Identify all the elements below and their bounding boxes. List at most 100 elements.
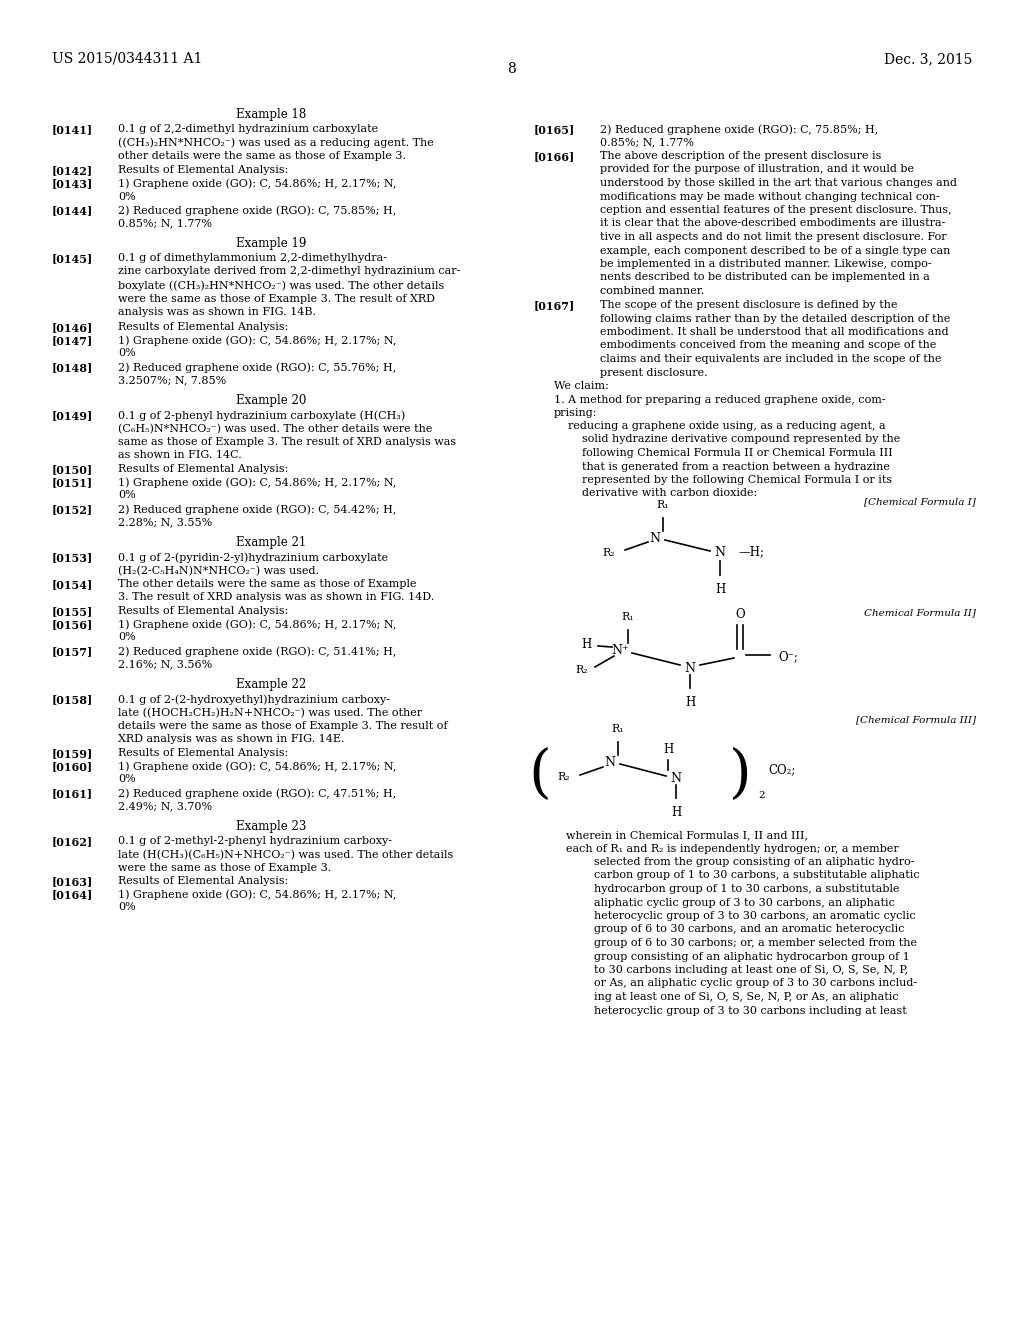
Text: 2) Reduced graphene oxide (RGO): C, 51.41%; H,: 2) Reduced graphene oxide (RGO): C, 51.4… <box>118 645 396 656</box>
Text: were the same as those of Example 3. The result of XRD: were the same as those of Example 3. The… <box>118 293 435 304</box>
Text: 8: 8 <box>508 62 516 77</box>
Text: Example 23: Example 23 <box>236 820 306 833</box>
Text: [0161]: [0161] <box>52 788 93 799</box>
Text: 1. A method for preparing a reduced graphene oxide, com-: 1. A method for preparing a reduced grap… <box>554 395 886 405</box>
Text: The other details were the same as those of Example: The other details were the same as those… <box>118 579 417 589</box>
Text: 0%: 0% <box>118 775 136 784</box>
Text: [0143]: [0143] <box>52 178 93 189</box>
Text: late ((HOCH₂CH₂)H₂N+NHCO₂⁻) was used. The other: late ((HOCH₂CH₂)H₂N+NHCO₂⁻) was used. Th… <box>118 708 422 718</box>
Text: Example 18: Example 18 <box>236 108 306 121</box>
Text: 1) Graphene oxide (GO): C, 54.86%; H, 2.17%; N,: 1) Graphene oxide (GO): C, 54.86%; H, 2.… <box>118 178 396 189</box>
Text: [0144]: [0144] <box>52 205 93 216</box>
Text: N⁺: N⁺ <box>611 644 629 656</box>
Text: heterocyclic group of 3 to 30 carbons including at least: heterocyclic group of 3 to 30 carbons in… <box>594 1006 906 1015</box>
Text: [0166]: [0166] <box>534 150 575 162</box>
Text: The scope of the present disclosure is defined by the: The scope of the present disclosure is d… <box>600 300 897 310</box>
Text: 1) Graphene oxide (GO): C, 54.86%; H, 2.17%; N,: 1) Graphene oxide (GO): C, 54.86%; H, 2.… <box>118 762 396 772</box>
Text: [0167]: [0167] <box>534 300 575 312</box>
Text: 1) Graphene oxide (GO): C, 54.86%; H, 2.17%; N,: 1) Graphene oxide (GO): C, 54.86%; H, 2.… <box>118 335 396 346</box>
Text: Results of Elemental Analysis:: Results of Elemental Analysis: <box>118 465 289 474</box>
Text: Results of Elemental Analysis:: Results of Elemental Analysis: <box>118 748 289 758</box>
Text: following Chemical Formula II or Chemical Formula III: following Chemical Formula II or Chemica… <box>568 447 893 458</box>
Text: other details were the same as those of Example 3.: other details were the same as those of … <box>118 150 406 161</box>
Text: embodiments conceived from the meaning and scope of the: embodiments conceived from the meaning a… <box>600 341 936 351</box>
Text: R₂: R₂ <box>557 772 570 781</box>
Text: analysis was as shown in FIG. 14B.: analysis was as shown in FIG. 14B. <box>118 308 316 317</box>
Text: US 2015/0344311 A1: US 2015/0344311 A1 <box>52 51 203 66</box>
Text: [0153]: [0153] <box>52 552 93 564</box>
Text: H: H <box>663 743 673 756</box>
Text: 2) Reduced graphene oxide (RGO): C, 75.85%; H,: 2) Reduced graphene oxide (RGO): C, 75.8… <box>600 124 879 135</box>
Text: boxylate ((CH₃)₂HN*NHCO₂⁻) was used. The other details: boxylate ((CH₃)₂HN*NHCO₂⁻) was used. The… <box>118 280 444 290</box>
Text: Chemical Formula II]: Chemical Formula II] <box>864 609 976 616</box>
Text: heterocyclic group of 3 to 30 carbons, an aromatic cyclic: heterocyclic group of 3 to 30 carbons, a… <box>594 911 915 921</box>
Text: be implemented in a distributed manner. Likewise, compo-: be implemented in a distributed manner. … <box>600 259 932 269</box>
Text: ception and essential features of the present disclosure. Thus,: ception and essential features of the pr… <box>600 205 951 215</box>
Text: prising:: prising: <box>554 408 597 418</box>
Text: 0.1 g of 2-phenyl hydrazinium carboxylate (H(CH₃): 0.1 g of 2-phenyl hydrazinium carboxylat… <box>118 411 406 421</box>
Text: 0.1 g of 2-methyl-2-phenyl hydrazinium carboxy-: 0.1 g of 2-methyl-2-phenyl hydrazinium c… <box>118 836 392 846</box>
Text: 2) Reduced graphene oxide (RGO): C, 55.76%; H,: 2) Reduced graphene oxide (RGO): C, 55.7… <box>118 362 396 372</box>
Text: to 30 carbons including at least one of Si, O, S, Se, N, P,: to 30 carbons including at least one of … <box>594 965 908 975</box>
Text: 2.28%; N, 3.55%: 2.28%; N, 3.55% <box>118 517 212 528</box>
Text: N: N <box>649 532 660 544</box>
Text: example, each component described to be of a single type can: example, each component described to be … <box>600 246 950 256</box>
Text: N: N <box>715 546 725 560</box>
Text: [0163]: [0163] <box>52 876 93 887</box>
Text: 0.85%; N, 1.77%: 0.85%; N, 1.77% <box>118 219 212 228</box>
Text: ): ) <box>729 747 752 803</box>
Text: 0%: 0% <box>118 903 136 912</box>
Text: XRD analysis was as shown in FIG. 14E.: XRD analysis was as shown in FIG. 14E. <box>118 734 344 744</box>
Text: 2.16%; N, 3.56%: 2.16%; N, 3.56% <box>118 660 212 669</box>
Text: embodiment. It shall be understood that all modifications and: embodiment. It shall be understood that … <box>600 327 948 337</box>
Text: [0145]: [0145] <box>52 253 93 264</box>
Text: tive in all aspects and do not limit the present disclosure. For: tive in all aspects and do not limit the… <box>600 232 946 242</box>
Text: Results of Elemental Analysis:: Results of Elemental Analysis: <box>118 606 289 616</box>
Text: [0147]: [0147] <box>52 335 93 346</box>
Text: zine carboxylate derived from 2,2-dimethyl hydrazinium car-: zine carboxylate derived from 2,2-dimeth… <box>118 267 461 276</box>
Text: 0.85%; N, 1.77%: 0.85%; N, 1.77% <box>600 137 694 148</box>
Text: [0141]: [0141] <box>52 124 93 135</box>
Text: O⁻;: O⁻; <box>778 651 798 664</box>
Text: derivative with carbon dioxide:: derivative with carbon dioxide: <box>568 488 758 499</box>
Text: Example 19: Example 19 <box>236 238 306 249</box>
Text: H: H <box>685 696 695 709</box>
Text: [Chemical Formula III]: [Chemical Formula III] <box>856 715 976 723</box>
Text: group of 6 to 30 carbons, and an aromatic heterocyclic: group of 6 to 30 carbons, and an aromati… <box>594 924 904 935</box>
Text: [0150]: [0150] <box>52 465 93 475</box>
Text: understood by those skilled in the art that various changes and: understood by those skilled in the art t… <box>600 178 957 187</box>
Text: Example 22: Example 22 <box>236 678 306 690</box>
Text: [0149]: [0149] <box>52 411 93 421</box>
Text: H: H <box>715 583 725 597</box>
Text: —H;: —H; <box>738 545 764 558</box>
Text: 2.49%; N, 3.70%: 2.49%; N, 3.70% <box>118 801 212 812</box>
Text: N: N <box>604 755 615 768</box>
Text: wherein in Chemical Formulas I, II and III,: wherein in Chemical Formulas I, II and I… <box>566 830 808 840</box>
Text: 2: 2 <box>758 791 765 800</box>
Text: [0158]: [0158] <box>52 694 93 705</box>
Text: were the same as those of Example 3.: were the same as those of Example 3. <box>118 863 331 873</box>
Text: 3. The result of XRD analysis was as shown in FIG. 14D.: 3. The result of XRD analysis was as sho… <box>118 593 434 602</box>
Text: O: O <box>735 609 744 620</box>
Text: 0%: 0% <box>118 491 136 500</box>
Text: [0159]: [0159] <box>52 748 93 759</box>
Text: [0162]: [0162] <box>52 836 93 847</box>
Text: (C₆H₅)N*NHCO₂⁻) was used. The other details were the: (C₆H₅)N*NHCO₂⁻) was used. The other deta… <box>118 424 432 434</box>
Text: Results of Elemental Analysis:: Results of Elemental Analysis: <box>118 322 289 333</box>
Text: N: N <box>671 771 682 784</box>
Text: 2) Reduced graphene oxide (RGO): C, 75.85%; H,: 2) Reduced graphene oxide (RGO): C, 75.8… <box>118 205 396 215</box>
Text: [0151]: [0151] <box>52 477 93 488</box>
Text: R₁: R₁ <box>611 723 625 734</box>
Text: R₁: R₁ <box>656 500 670 510</box>
Text: [Chemical Formula I]: [Chemical Formula I] <box>864 498 976 506</box>
Text: 0.1 g of 2-(pyridin-2-yl)hydrazinium carboxylate: 0.1 g of 2-(pyridin-2-yl)hydrazinium car… <box>118 552 388 562</box>
Text: Dec. 3, 2015: Dec. 3, 2015 <box>884 51 972 66</box>
Text: R₂: R₂ <box>602 548 615 558</box>
Text: 1) Graphene oxide (GO): C, 54.86%; H, 2.17%; N,: 1) Graphene oxide (GO): C, 54.86%; H, 2.… <box>118 888 396 899</box>
Text: [0164]: [0164] <box>52 888 93 900</box>
Text: combined manner.: combined manner. <box>600 286 705 296</box>
Text: 0.1 g of 2,2-dimethyl hydrazinium carboxylate: 0.1 g of 2,2-dimethyl hydrazinium carbox… <box>118 124 378 135</box>
Text: N: N <box>684 661 695 675</box>
Text: following claims rather than by the detailed description of the: following claims rather than by the deta… <box>600 314 950 323</box>
Text: H: H <box>671 807 681 818</box>
